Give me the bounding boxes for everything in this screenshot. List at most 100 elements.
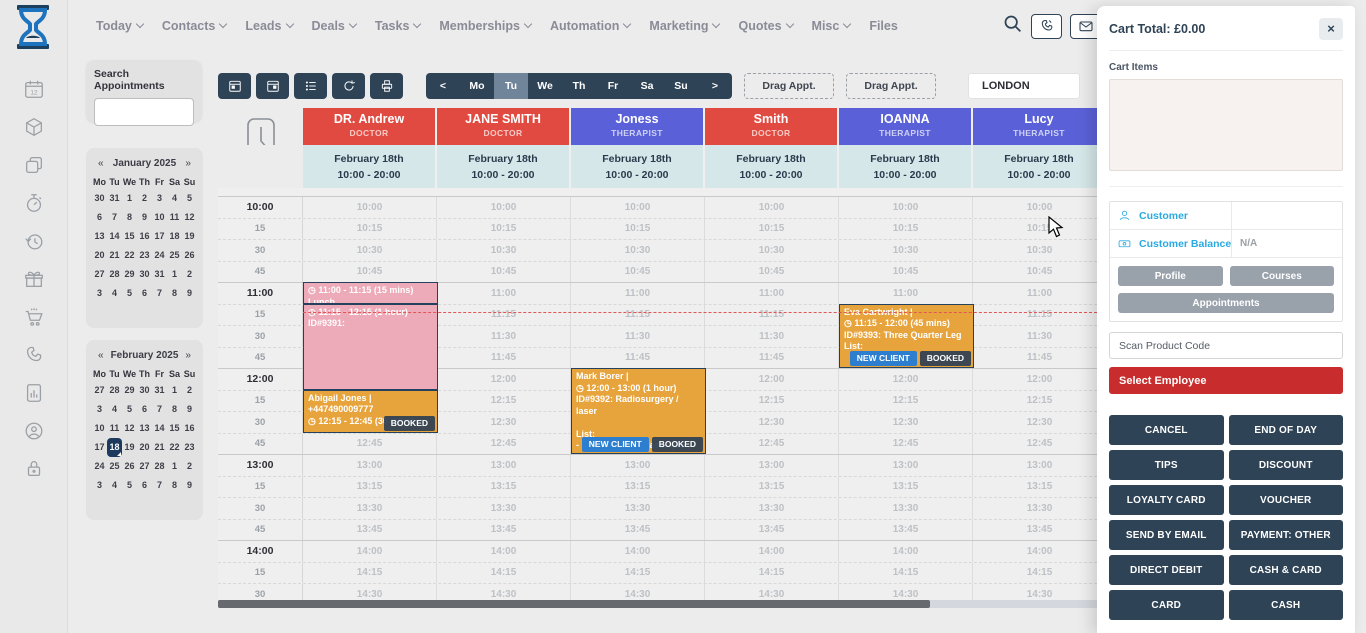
slot-lucy-10-15[interactable]: 10:15 xyxy=(973,218,1107,239)
calendar-day[interactable]: 31 xyxy=(109,193,120,203)
calendar-day[interactable]: 8 xyxy=(171,288,177,298)
slot-ioanna-14-15[interactable]: 14:15 xyxy=(839,562,973,583)
slot-dr-andrew-14-30[interactable]: 14:30 xyxy=(303,584,437,605)
slot-lucy-11-00[interactable]: 11:00 xyxy=(973,283,1107,304)
slot-jane-smith-11-30[interactable]: 11:30 xyxy=(437,326,571,347)
profile-button[interactable]: Profile xyxy=(1118,266,1223,286)
calendar-day[interactable]: 31 xyxy=(154,269,165,279)
calendar-day[interactable]: 24 xyxy=(154,250,165,260)
calendar-day[interactable]: 15 xyxy=(169,423,180,433)
lock-icon[interactable] xyxy=(23,458,45,480)
slot-dr-andrew-10-30[interactable]: 10:30 xyxy=(303,240,437,261)
calendar-day[interactable]: 20 xyxy=(94,250,105,260)
slot-lucy-13-45[interactable]: 13:45 xyxy=(973,519,1107,540)
appointment-block[interactable]: ◷ 11:00 - 11:15 (15 mins) Lunch xyxy=(303,282,438,304)
action-send-by-email[interactable]: SEND BY EMAIL xyxy=(1109,520,1224,550)
scan-product-code-input[interactable] xyxy=(1109,332,1343,359)
calendar-prev-icon[interactable]: « xyxy=(98,158,104,169)
calendar-day[interactable]: 2 xyxy=(186,461,192,471)
calendar-day[interactable]: 25 xyxy=(169,250,180,260)
weekday-su[interactable]: Su xyxy=(674,80,688,92)
day-view-button[interactable] xyxy=(218,73,251,99)
slot-smith-14-00[interactable]: 14:00 xyxy=(705,541,839,562)
slot-ioanna-12-45[interactable]: 12:45 xyxy=(839,433,973,454)
slot-ioanna-10-45[interactable]: 10:45 xyxy=(839,261,973,282)
calendar-day[interactable]: 26 xyxy=(184,250,195,260)
action-discount[interactable]: DISCOUNT xyxy=(1228,450,1343,480)
appointment-block[interactable]: Eva Cartwright | ◷ 11:15 - 12:00 (45 mins… xyxy=(839,303,974,368)
calendar-icon[interactable]: 12 xyxy=(23,78,45,100)
cart-icon[interactable] xyxy=(23,306,45,328)
calendar-day[interactable]: 12 xyxy=(184,212,195,222)
slot-dr-andrew-10-00[interactable]: 10:00 xyxy=(303,197,437,218)
staff-column-smith[interactable]: Smith DOCTOR xyxy=(705,108,839,145)
calendar-day[interactable]: 1 xyxy=(171,461,177,471)
slot-lucy-13-00[interactable]: 13:00 xyxy=(973,455,1107,476)
nav-item-automation[interactable]: Automation xyxy=(550,19,632,33)
nav-item-misc[interactable]: Misc xyxy=(812,19,852,33)
slot-ioanna-10-00[interactable]: 10:00 xyxy=(839,197,973,218)
calendar-day[interactable]: 25 xyxy=(109,461,120,471)
phone-button[interactable] xyxy=(1031,13,1062,39)
slot-jane-smith-10-30[interactable]: 10:30 xyxy=(437,240,571,261)
nav-item-quotes[interactable]: Quotes xyxy=(738,19,794,33)
slot-ioanna-12-30[interactable]: 12:30 xyxy=(839,412,973,433)
nav-item-memberships[interactable]: Memberships xyxy=(439,19,533,33)
refresh-icon[interactable] xyxy=(332,73,365,99)
action-cancel[interactable]: CANCEL xyxy=(1109,415,1224,445)
slot-smith-10-15[interactable]: 10:15 xyxy=(705,218,839,239)
calendar-day[interactable]: 8 xyxy=(171,480,177,490)
location-select[interactable]: LONDON xyxy=(968,73,1080,99)
slot-lucy-10-30[interactable]: 10:30 xyxy=(973,240,1107,261)
calendar-day[interactable]: 29 xyxy=(124,385,135,395)
slot-dr-andrew-10-45[interactable]: 10:45 xyxy=(303,261,437,282)
slot-ioanna-11-00[interactable]: 11:00 xyxy=(839,283,973,304)
calendar-day[interactable]: 28 xyxy=(154,461,165,471)
slot-jane-smith-11-00[interactable]: 11:00 xyxy=(437,283,571,304)
action-end-of-day[interactable]: END OF DAY xyxy=(1228,415,1343,445)
slot-jane-smith-10-15[interactable]: 10:15 xyxy=(437,218,571,239)
calendar-day[interactable]: 23 xyxy=(184,442,195,452)
slot-jane-smith-13-15[interactable]: 13:15 xyxy=(437,476,571,497)
calendar-day[interactable]: 4 xyxy=(111,404,117,414)
drag-appointment-1[interactable]: Drag Appt. xyxy=(744,73,834,99)
slot-jane-smith-14-30[interactable]: 14:30 xyxy=(437,584,571,605)
slot-dr-andrew-10-15[interactable]: 10:15 xyxy=(303,218,437,239)
calendar-day[interactable]: 8 xyxy=(126,212,132,222)
calendar-day[interactable]: 3 xyxy=(96,404,102,414)
report-icon[interactable] xyxy=(23,382,45,404)
slot-lucy-12-15[interactable]: 12:15 xyxy=(973,390,1107,411)
action-direct-debit[interactable]: DIRECT DEBIT xyxy=(1109,555,1224,585)
slot-ioanna-13-30[interactable]: 13:30 xyxy=(839,498,973,519)
staff-column-lucy[interactable]: Lucy THERAPIST xyxy=(973,108,1107,145)
appointment-block[interactable]: ◷ 11:15 - 12:15 (1 hour) ID#9391: xyxy=(303,303,438,390)
calendar-day[interactable]: 11 xyxy=(109,423,120,433)
slot-dr-andrew-13-30[interactable]: 13:30 xyxy=(303,498,437,519)
action-loyalty-card[interactable]: LOYALTY CARD xyxy=(1109,485,1224,515)
slot-jane-smith-10-00[interactable]: 10:00 xyxy=(437,197,571,218)
calendar-day[interactable]: 2 xyxy=(186,269,192,279)
calendar-day[interactable]: 1 xyxy=(171,385,177,395)
calendar-day[interactable]: 5 xyxy=(126,288,132,298)
products-icon[interactable] xyxy=(23,116,45,138)
close-icon[interactable]: × xyxy=(1319,18,1343,40)
phone-icon[interactable] xyxy=(23,344,45,366)
courses-button[interactable]: Courses xyxy=(1229,266,1334,286)
weekday-fr[interactable]: Fr xyxy=(607,80,619,92)
calendar-day[interactable]: 6 xyxy=(141,404,147,414)
app-logo[interactable] xyxy=(12,4,54,50)
calendar-day[interactable]: 23 xyxy=(139,250,150,260)
week-next-button[interactable]: > xyxy=(711,80,719,92)
slot-jane-smith-12-00[interactable]: 12:00 xyxy=(437,369,571,390)
slot-jane-smith-11-15[interactable]: 11:15 xyxy=(437,304,571,325)
calendar-day[interactable]: 4 xyxy=(111,480,117,490)
calendar-day[interactable]: 14 xyxy=(109,231,120,241)
slot-joness-11-15[interactable]: 11:15 xyxy=(571,304,705,325)
slot-lucy-11-30[interactable]: 11:30 xyxy=(973,326,1107,347)
slot-dr-andrew-14-15[interactable]: 14:15 xyxy=(303,562,437,583)
calendar-day[interactable]: 19 xyxy=(124,442,135,452)
slot-lucy-13-15[interactable]: 13:15 xyxy=(973,476,1107,497)
calendar-day[interactable]: 31 xyxy=(154,385,165,395)
calendar-day[interactable]: 16 xyxy=(139,231,150,241)
calendar-day[interactable]: 6 xyxy=(96,212,102,222)
